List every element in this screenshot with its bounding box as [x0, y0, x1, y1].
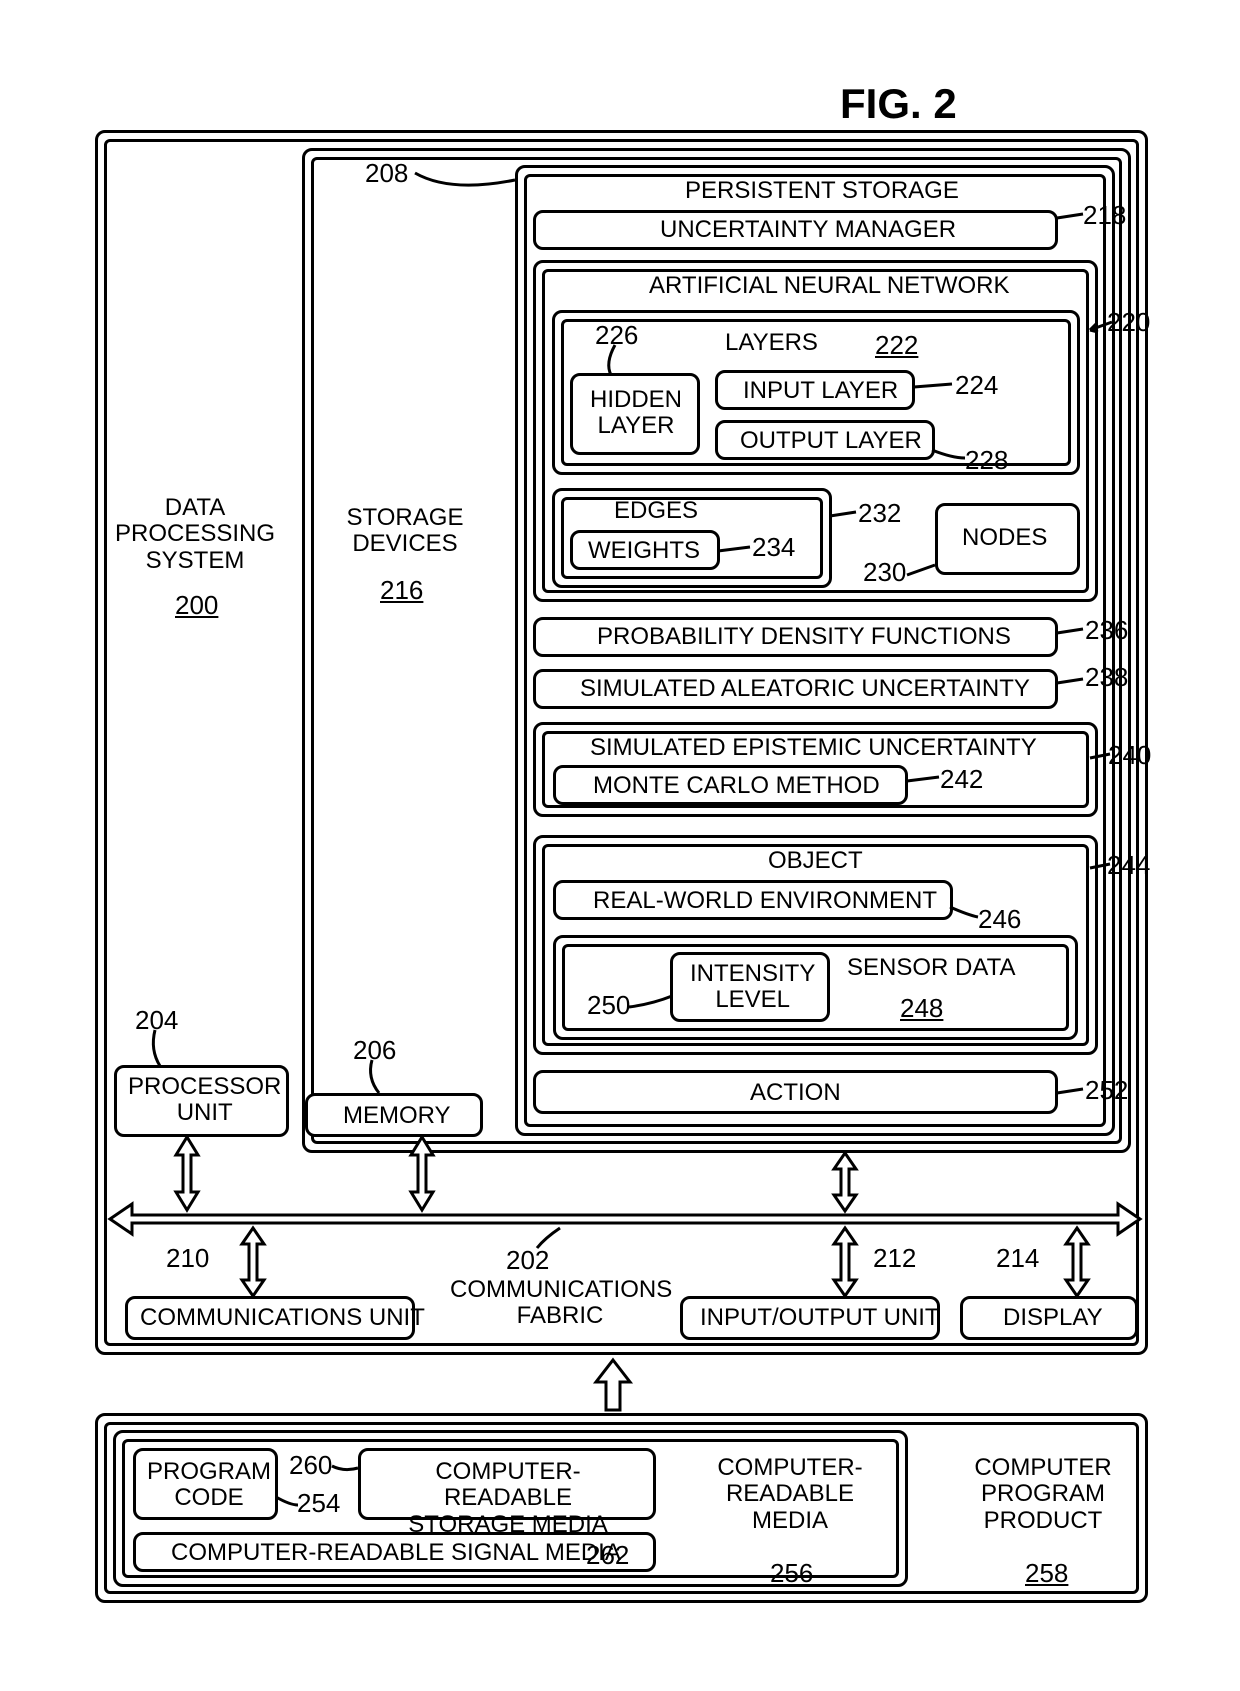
- leader-246: [950, 905, 980, 920]
- leader-232: [830, 510, 858, 520]
- monte-carlo-label: MONTE CARLO METHOD: [593, 773, 880, 799]
- leader-254: [276, 1495, 300, 1509]
- input-layer-label: INPUT LAYER: [743, 378, 898, 404]
- intensity-ref: 250: [587, 990, 630, 1021]
- leader-238: [1057, 677, 1085, 687]
- leader-244: [1090, 862, 1112, 872]
- intensity-label: INTENSITY LEVEL: [690, 961, 815, 1014]
- leader-236: [1057, 627, 1085, 637]
- display-ref: 214: [996, 1243, 1039, 1274]
- persistent-storage-label: PERSISTENT STORAGE: [685, 178, 959, 204]
- crsm-label: COMPUTER-READABLE STORAGE MEDIA: [373, 1459, 643, 1538]
- data-processing-system-label: DATA PROCESSING SYSTEM: [115, 495, 275, 574]
- aleatoric-ref: 238: [1085, 662, 1128, 693]
- vbus-display: [1062, 1228, 1092, 1296]
- leader-208: [410, 168, 520, 188]
- leader-252: [1057, 1087, 1085, 1097]
- cpp-label: COMPUTER PROGRAM PRODUCT: [953, 1455, 1133, 1534]
- comm-unit-label: COMMUNICATIONS UNIT: [140, 1305, 425, 1331]
- sensor-data-ref: 248: [900, 993, 943, 1024]
- uncertainty-manager-label: UNCERTAINTY MANAGER: [660, 217, 956, 243]
- leader-234: [718, 545, 752, 555]
- leader-250: [627, 994, 672, 1009]
- up-arrow-cpp: [596, 1360, 630, 1410]
- action-label: ACTION: [750, 1080, 841, 1106]
- cpp-ref: 258: [1025, 1558, 1068, 1589]
- uncertainty-manager-ref: 218: [1083, 200, 1126, 231]
- action-ref: 252: [1085, 1075, 1128, 1106]
- ann-label: ARTIFICIAL NEURAL NETWORK: [649, 273, 1010, 299]
- vbus-storage: [830, 1153, 860, 1211]
- leader-226: [605, 345, 625, 377]
- signal-media-ref: 262: [586, 1540, 629, 1571]
- memory-label: MEMORY: [343, 1103, 451, 1129]
- real-world-ref: 246: [978, 904, 1021, 935]
- vbus-comm: [238, 1228, 268, 1296]
- crm-label: COMPUTER- READABLE MEDIA: [700, 1455, 880, 1534]
- data-processing-system-ref: 200: [175, 590, 218, 621]
- program-code-ref: 254: [297, 1488, 340, 1519]
- object-ref: 244: [1107, 850, 1150, 881]
- nodes-ref: 230: [863, 557, 906, 588]
- weights-label: WEIGHTS: [588, 538, 700, 564]
- leader-242: [907, 775, 941, 785]
- real-world-label: REAL-WORLD ENVIRONMENT: [593, 888, 937, 914]
- leader-230: [905, 565, 935, 577]
- leader-240: [1090, 752, 1112, 762]
- storage-devices-ref: 216: [380, 575, 423, 606]
- vbus-io: [830, 1228, 860, 1296]
- leader-224: [914, 382, 954, 392]
- layers-label: LAYERS: [725, 330, 818, 356]
- output-layer-ref: 228: [965, 445, 1008, 476]
- hidden-layer-label: HIDDEN LAYER: [590, 387, 682, 440]
- output-layer-label: OUTPUT LAYER: [740, 428, 922, 454]
- comm-fabric-label: COMMUNICATIONS FABRIC: [450, 1277, 670, 1330]
- crm-ref: 256: [770, 1558, 813, 1589]
- epistemic-ref: 240: [1108, 740, 1151, 771]
- aleatoric-label: SIMULATED ALEATORIC UNCERTAINTY: [580, 676, 1030, 702]
- program-code-label: PROGRAM CODE: [147, 1459, 271, 1512]
- edges-ref: 232: [858, 498, 901, 529]
- display-label: DISPLAY: [1003, 1305, 1103, 1331]
- vbus-memory: [407, 1137, 437, 1210]
- weights-ref: 234: [752, 532, 795, 563]
- pdf-ref: 236: [1085, 615, 1128, 646]
- leader-202: [535, 1228, 565, 1250]
- leader-260: [330, 1462, 360, 1474]
- signal-media-label: COMPUTER-READABLE SIGNAL MEDIA: [171, 1540, 621, 1566]
- monte-carlo-ref: 242: [940, 764, 983, 795]
- io-unit-ref: 212: [873, 1243, 916, 1274]
- sensor-data-label: SENSOR DATA: [847, 955, 1015, 981]
- processor-unit-label: PROCESSOR UNIT: [128, 1074, 281, 1127]
- epistemic-label: SIMULATED EPISTEMIC UNCERTAINTY: [590, 735, 1037, 761]
- object-label: OBJECT: [768, 848, 863, 874]
- pdf-label: PROBABILITY DENSITY FUNCTIONS: [597, 624, 1011, 650]
- leader-204: [150, 1030, 170, 1068]
- crsm-ref: 260: [289, 1450, 332, 1481]
- persistent-storage-ref: 208: [365, 158, 408, 189]
- edges-label: EDGES: [614, 498, 698, 524]
- vbus-processor: [172, 1137, 202, 1210]
- storage-devices-label: STORAGE DEVICES: [330, 505, 480, 558]
- figure-title: FIG. 2: [840, 80, 957, 128]
- leader-228: [932, 448, 967, 463]
- leader-218: [1057, 212, 1087, 224]
- input-layer-ref: 224: [955, 370, 998, 401]
- leader-220: [1090, 320, 1115, 335]
- leader-206: [367, 1060, 387, 1095]
- layers-ref: 222: [875, 330, 918, 361]
- nodes-label: NODES: [962, 525, 1047, 551]
- comm-unit-ref: 210: [166, 1243, 209, 1274]
- io-unit-label: INPUT/OUTPUT UNIT: [700, 1305, 940, 1331]
